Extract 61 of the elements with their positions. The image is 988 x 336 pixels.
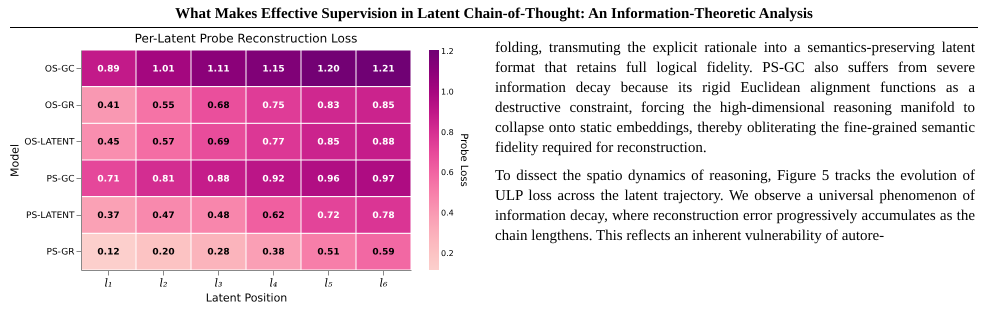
data-label: 0.85	[317, 138, 340, 148]
data-label: 0.96	[317, 174, 340, 184]
data-label: 1.15	[262, 64, 285, 74]
data-label: 1.21	[372, 64, 395, 74]
y-tick-label: PS-GC	[46, 174, 74, 184]
x-tick-label: l₃	[214, 276, 222, 290]
x-tick-label: l₄	[270, 276, 278, 290]
data-label: 0.88	[207, 174, 230, 184]
data-label: 0.89	[97, 64, 120, 74]
x-tick-label: l₅	[324, 276, 334, 290]
data-label: 1.11	[207, 64, 230, 74]
data-label: 1.01	[152, 64, 175, 74]
data-label: 0.83	[317, 101, 340, 111]
data-label: 0.28	[207, 248, 230, 258]
y-axis-title: Model	[8, 144, 22, 178]
x-tick-label: l₁	[104, 276, 112, 290]
data-label: 0.71	[97, 174, 120, 184]
data-label: 0.72	[317, 211, 340, 221]
data-label: 0.78	[372, 211, 395, 221]
color-bar-label: 0.2	[441, 248, 454, 258]
data-label: 0.51	[317, 248, 340, 258]
data-label: 0.12	[97, 248, 120, 258]
data-label: 0.47	[152, 211, 175, 221]
y-tick-label: OS-GR	[44, 101, 74, 111]
text: To dissect the spatio dynamics of reasoning, Figure 5 tracks the evolution of ULP loss across the latent trajectory. We observe a universal phenomenon of information decay, where reconstruction error progressively accumulates as the chain lengthens. This reflects an inherent vulnerability of autore-	[495, 167, 975, 246]
color-bar-label: 1.0	[441, 87, 454, 96]
color-bar-label: 0.4	[441, 208, 454, 218]
data-label: 0.85	[372, 101, 395, 111]
y-tick-label: OS-GC	[44, 64, 74, 74]
data-label: 0.57	[152, 138, 175, 148]
x-tick-label: l₂	[160, 276, 168, 290]
data-label: 0.92	[262, 174, 285, 184]
data-label: 0.59	[372, 248, 395, 258]
data-label: 0.62	[262, 211, 285, 221]
color-bar-label: 1.2	[441, 47, 454, 56]
y-tick-label: PS-LATENT	[26, 211, 75, 221]
data-label: 0.37	[97, 211, 120, 221]
data-label: 0.41	[97, 101, 120, 111]
color-bar-label: 0.8	[441, 128, 454, 137]
data-label: 0.48	[207, 211, 230, 221]
data-label: 0.77	[262, 138, 285, 148]
data-label: 0.55	[152, 101, 175, 111]
data-label: 0.68	[207, 101, 230, 111]
data-label: 1.20	[317, 64, 340, 74]
chart-title: Per-Latent Probe Reconstruction Loss	[134, 32, 358, 46]
x-tick-label: l₆	[380, 276, 388, 290]
data-label: 0.45	[97, 138, 120, 148]
data-label: 0.20	[152, 248, 175, 258]
color-bar-label: 0.6	[441, 168, 454, 178]
text: What Makes Effective Supervision in Latent Chain-of-Thought: An Information-Theoretic Analysis	[10, 0, 978, 28]
color-bar-title: Probe Loss	[458, 133, 469, 187]
data-label: 0.88	[372, 138, 395, 148]
data-label: 0.81	[152, 174, 175, 184]
data-label: 0.97	[372, 174, 395, 184]
y-tick-label: PS-GR	[46, 248, 74, 258]
x-axis-title: Latent Position	[206, 292, 288, 304]
data-label: 0.75	[262, 101, 285, 111]
data-label: 0.69	[207, 138, 230, 148]
text: folding, transmuting the explicit rationale into a semantics-preserving latent format that retains full logical fidelity. PS-GC also suffers from severe information decay because its rigid Euclidean alignment functions as a destructive constraint, forcing the high-dimensional reasoning manifold to collapse onto static embeddings, thereby obliterating the fine-grained semantic fidelity required for reconstruction.	[495, 39, 975, 158]
data-label: 0.38	[262, 248, 285, 258]
y-tick-label: OS-LATENT	[24, 138, 75, 148]
